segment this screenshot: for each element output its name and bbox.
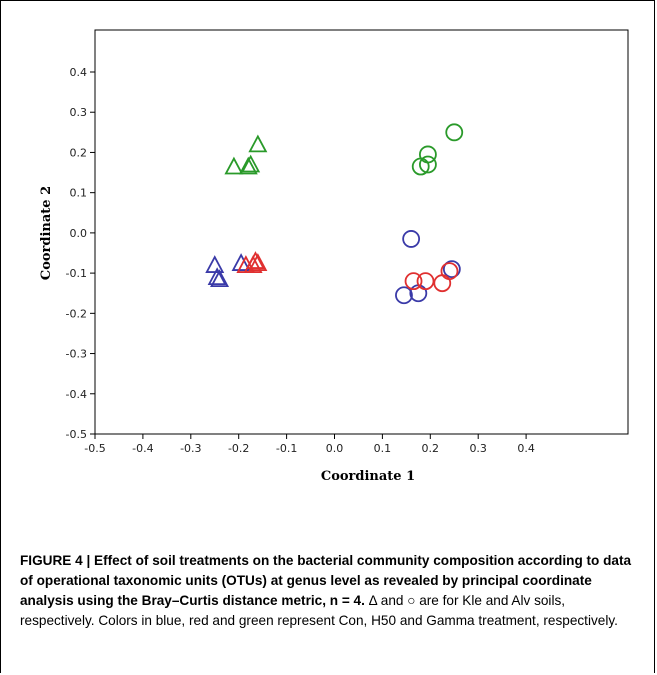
x-tick-label: -0.4 xyxy=(132,442,153,455)
data-point-circle xyxy=(442,260,461,278)
data-markers xyxy=(205,123,464,305)
y-tick-label: 0.1 xyxy=(70,187,88,200)
x-tick-label: 0.2 xyxy=(422,442,440,455)
y-tick-label: 0.0 xyxy=(70,227,88,240)
data-point-triangle xyxy=(210,269,230,288)
data-point-triangle xyxy=(207,267,227,286)
data-point-circle xyxy=(395,286,413,305)
data-point-triangle xyxy=(241,154,261,173)
x-tick-label: -0.1 xyxy=(276,442,297,455)
data-point-circle xyxy=(419,155,437,174)
x-tick-label: 0.3 xyxy=(469,442,487,455)
y-tick-label: 0.3 xyxy=(70,106,88,119)
x-tick-label: 0.0 xyxy=(326,442,344,455)
y-axis: 0.4 0.3 0.2 0.1 0.0 -0.1 -0.2 -0.3 -0.4 -0.5 xyxy=(66,66,95,441)
figure-caption: FIGURE 4 | Effect of soil treatments on … xyxy=(20,551,640,631)
data-point-circle xyxy=(416,272,435,291)
data-point-circle xyxy=(419,145,437,164)
data-point-triangle xyxy=(224,156,244,175)
data-point-triangle xyxy=(248,253,268,271)
data-point-triangle xyxy=(238,156,258,175)
data-point-circle xyxy=(445,123,464,142)
data-point-triangle xyxy=(231,253,251,271)
y-axis-title: Coordinate 2 xyxy=(39,186,54,280)
plot-area-border xyxy=(94,29,629,435)
data-point-triangle xyxy=(205,255,225,273)
y-tick-label: 0.2 xyxy=(70,146,88,159)
data-point-triangle xyxy=(245,251,265,269)
y-tick-label: -0.5 xyxy=(66,428,87,441)
x-axis-title: Coordinate 1 xyxy=(321,469,415,484)
caption-title: FIGURE 4 | Effect of soil treatments on … xyxy=(20,553,632,608)
caption-text: Δ and ○ are for Kle and Alv soils, respe… xyxy=(20,593,618,628)
data-point-circle xyxy=(433,274,452,293)
x-tick-label: 0.1 xyxy=(374,442,392,455)
data-point-circle xyxy=(404,272,423,291)
x-axis: -0.5 -0.4 -0.3 -0.2 -0.1 0.0 0.1 0.2 0.3 0.4 xyxy=(84,434,535,455)
y-tick-label: -0.2 xyxy=(66,307,87,320)
x-tick-label: -0.3 xyxy=(180,442,201,455)
y-tick-label: -0.3 xyxy=(66,348,87,361)
x-tick-label: 0.4 xyxy=(517,442,535,455)
y-tick-label: 0.4 xyxy=(70,66,88,79)
data-point-triangle xyxy=(248,134,268,153)
y-tick-label: -0.1 xyxy=(66,267,87,280)
x-tick-label: -0.2 xyxy=(228,442,249,455)
x-tick-label: -0.5 xyxy=(84,442,105,455)
data-point-circle xyxy=(402,230,421,248)
data-point-circle xyxy=(440,262,459,281)
y-tick-label: -0.4 xyxy=(66,388,87,401)
scatter-plot: -0.5 -0.4 -0.3 -0.2 -0.1 0.0 0.1 0.2 0.3 0.4 0.40… xyxy=(39,29,629,484)
